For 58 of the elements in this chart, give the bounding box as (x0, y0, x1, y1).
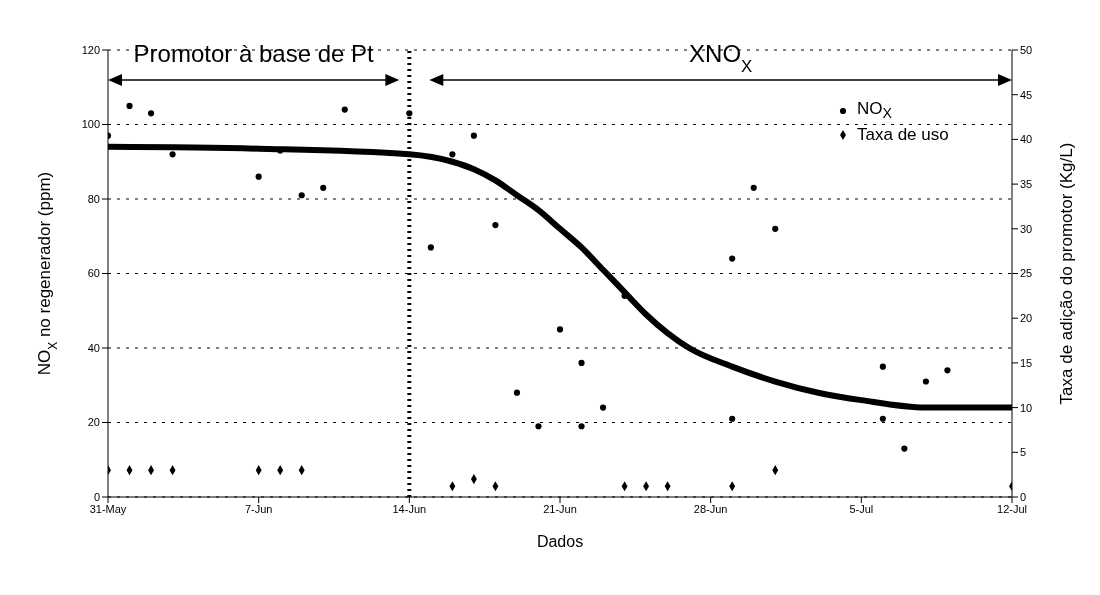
point (729, 255, 736, 262)
point (879, 415, 886, 422)
annotation: XNO$_{X}$ (689, 40, 753, 76)
y2-tick-label: 15 (1020, 356, 1033, 369)
point (298, 192, 305, 199)
y2-axis-title: Taxa de adição do promotor (Kg/L) (1057, 142, 1076, 405)
x-tick-label: 7-Jun (244, 502, 273, 515)
x-axis-title: Dados (536, 533, 584, 550)
y2-tick-label: 35 (1020, 178, 1033, 191)
y2-tick-label: 40 (1020, 133, 1033, 146)
point (341, 106, 348, 113)
point (879, 363, 886, 370)
annotation: Promotor à base de Pt (133, 40, 375, 67)
y2-tick-label: 30 (1020, 222, 1033, 235)
legend-label: Taxa de uso (857, 124, 949, 147)
x-tick-label: 5-Jul (849, 502, 874, 515)
point (901, 445, 908, 452)
legend-label: NO$_{X}$ (857, 98, 892, 124)
point (535, 423, 542, 430)
x-tick-label: 21-Jun (543, 502, 577, 515)
point (556, 326, 564, 333)
point (599, 404, 607, 411)
y-tick-label: 60 (87, 267, 100, 280)
point (470, 132, 477, 139)
point (406, 110, 413, 117)
point (147, 110, 155, 117)
point (513, 389, 521, 396)
y-tick-label: 100 (81, 118, 100, 131)
x-tick-label: 28-Jun (693, 502, 728, 515)
y2-tick-label: 10 (1020, 401, 1033, 414)
x-tick-label: 12-Jul (997, 502, 1027, 515)
point (427, 244, 434, 251)
y-tick-label: 40 (87, 341, 100, 354)
point (126, 102, 133, 109)
point (449, 151, 456, 158)
point (255, 173, 262, 180)
y2-tick-label: 25 (1020, 267, 1033, 280)
y2-tick-label: 20 (1020, 312, 1033, 325)
y2-tick-label: 0 (1020, 490, 1027, 503)
y2-tick-label: 50 (1020, 43, 1033, 56)
point (772, 225, 779, 232)
y-tick-label: 120 (81, 43, 100, 56)
point (750, 184, 757, 191)
x-tick-label: 14-Jun (392, 502, 427, 515)
point (729, 415, 736, 422)
y2-tick-label: 5 (1020, 446, 1027, 459)
y-tick-label: 80 (87, 192, 100, 205)
y-tick-label: 0 (93, 490, 100, 503)
point (922, 378, 929, 385)
x-tick-label: 31-May (89, 502, 127, 515)
point (578, 359, 585, 366)
point (492, 221, 499, 229)
y2-tick-label: 45 (1020, 88, 1033, 101)
point (578, 423, 585, 430)
point (320, 184, 327, 191)
point (944, 367, 951, 374)
y-tick-label: 20 (87, 416, 100, 429)
point (169, 151, 176, 158)
